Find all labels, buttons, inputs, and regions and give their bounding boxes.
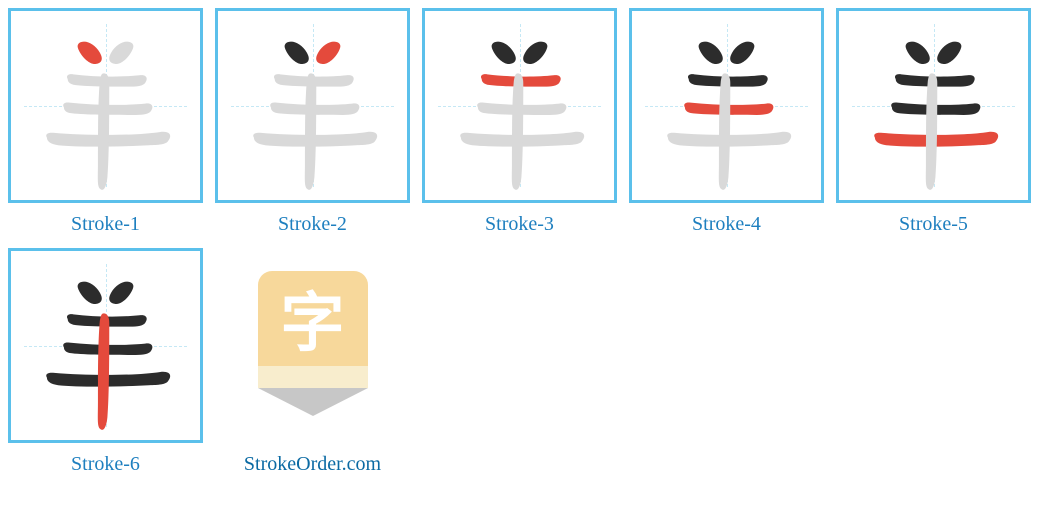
stroke-6 <box>926 73 937 189</box>
stroke-6 <box>98 313 109 429</box>
stroke-1 <box>78 42 102 64</box>
stroke-6 <box>719 73 730 189</box>
stroke-2 <box>730 42 754 64</box>
stroke-2 <box>523 42 547 64</box>
stroke-6 <box>98 73 109 189</box>
stroke-caption: Stroke-5 <box>899 213 968 236</box>
logo-char: 字 <box>258 271 368 366</box>
stroke-1 <box>285 42 309 64</box>
stroke-step-2: Stroke-2 <box>215 8 410 236</box>
logo-band <box>258 366 368 388</box>
stroke-tile <box>215 8 410 203</box>
stroke-caption: Stroke-1 <box>71 213 140 236</box>
stroke-caption: Stroke-3 <box>485 213 554 236</box>
stroke-step-5: Stroke-5 <box>836 8 1031 236</box>
stroke-tile <box>8 8 203 203</box>
stroke-2 <box>109 282 133 304</box>
stroke-2 <box>937 42 961 64</box>
stroke-1 <box>492 42 516 64</box>
stroke-step-4: Stroke-4 <box>629 8 824 236</box>
strokeorder-logo-icon: 字 <box>253 271 373 421</box>
stroke-1 <box>78 282 102 304</box>
source-logo-tile: 字 <box>215 248 410 443</box>
stroke-tile <box>629 8 824 203</box>
stroke-6 <box>305 73 316 189</box>
source-label: StrokeOrder.com <box>244 453 381 476</box>
stroke-1 <box>906 42 930 64</box>
stroke-tile <box>836 8 1031 203</box>
logo-tip <box>258 388 368 416</box>
stroke-caption: Stroke-2 <box>278 213 347 236</box>
stroke-6 <box>512 73 523 189</box>
stroke-1 <box>699 42 723 64</box>
source-cell: 字 StrokeOrder.com <box>215 248 410 476</box>
stroke-2 <box>109 42 133 64</box>
stroke-caption: Stroke-6 <box>71 453 140 476</box>
stroke-step-1: Stroke-1 <box>8 8 203 236</box>
stroke-tile <box>422 8 617 203</box>
stroke-caption: Stroke-4 <box>692 213 761 236</box>
stroke-2 <box>316 42 340 64</box>
stroke-step-3: Stroke-3 <box>422 8 617 236</box>
stroke-tile <box>8 248 203 443</box>
stroke-step-6: Stroke-6 <box>8 248 203 476</box>
